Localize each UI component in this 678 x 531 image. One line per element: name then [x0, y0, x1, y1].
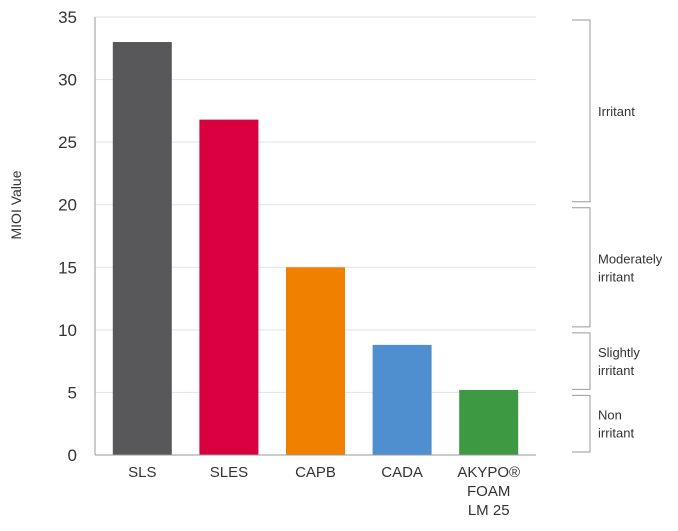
y-tick-label: 5 — [68, 383, 77, 402]
y-tick-label: 15 — [58, 258, 77, 277]
x-tick-label: AKYPO® FOAM LM 25 — [457, 464, 520, 519]
band-bracket — [572, 19, 591, 203]
x-tick-label: SLS — [128, 464, 156, 481]
band-label: Slightly irritant — [598, 345, 640, 378]
band-slightly-irritant: Slightly irritant — [572, 332, 640, 390]
bar-cada — [372, 344, 432, 455]
band-bracket — [572, 207, 591, 328]
x-tick-label: CAPB — [295, 464, 336, 481]
bar-akypo-foam-lm-25 — [459, 389, 519, 455]
y-tick-label: 25 — [58, 133, 77, 152]
bar-sles — [199, 119, 259, 456]
band-label: Non irritant — [598, 408, 635, 441]
bar-sls — [112, 42, 172, 456]
x-axis-categories: SLS SLES CAPB CADA AKYPO® FOAM LM 25 — [128, 464, 520, 519]
band-irritant: Irritant — [572, 19, 635, 203]
band-label: Moderately irritant — [598, 251, 663, 284]
bar-capb — [286, 267, 345, 455]
band-moderately-irritant: Moderately irritant — [572, 207, 663, 328]
y-tick-label: 35 — [58, 8, 77, 27]
y-tick-label: 0 — [68, 446, 77, 465]
y-axis-ticks: 0 5 10 15 20 25 30 35 — [58, 8, 77, 465]
band-bracket — [572, 394, 591, 453]
band-bracket — [572, 332, 591, 390]
y-axis-label: MIOI Value — [8, 170, 24, 239]
y-tick-label: 10 — [58, 321, 77, 340]
irritation-bands: Irritant Moderately irritant Slightly irrita… — [572, 19, 663, 453]
x-tick-label: SLES — [210, 464, 248, 481]
axes — [94, 17, 536, 456]
x-tick-label: CADA — [381, 464, 423, 481]
y-tick-label: 20 — [58, 196, 77, 215]
band-label: Irritant — [598, 104, 635, 119]
y-tick-label: 30 — [58, 71, 77, 90]
band-non-irritant: Non irritant — [572, 394, 635, 453]
bars — [112, 42, 519, 456]
